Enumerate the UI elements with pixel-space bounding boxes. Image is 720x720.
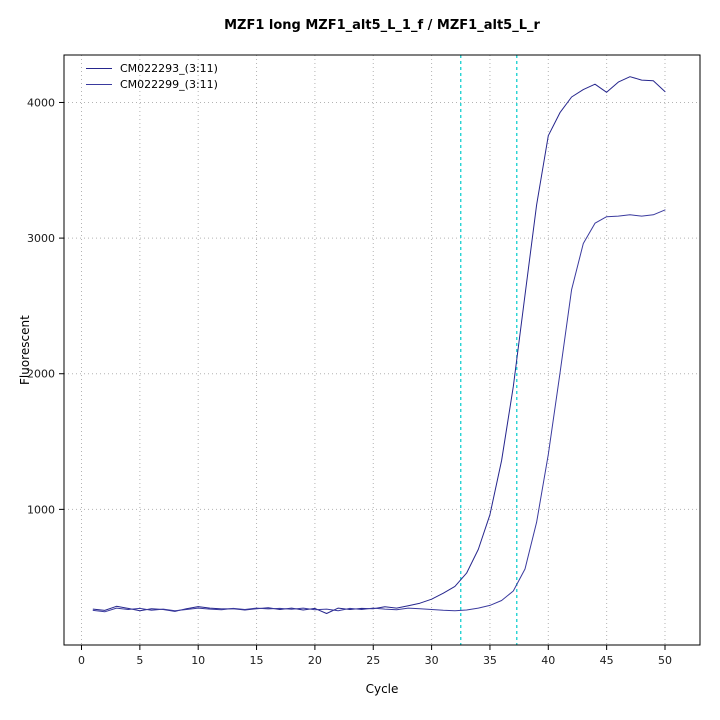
x-tick-label: 40 xyxy=(541,654,555,667)
x-tick-label: 35 xyxy=(483,654,497,667)
legend-label-1: CM022293_(3:11) xyxy=(120,62,218,75)
series-line-1 xyxy=(92,76,666,614)
x-tick-label: 20 xyxy=(308,654,322,667)
legend: CM022293_(3:11) CM022299_(3:11) xyxy=(86,62,218,91)
x-tick-label: 50 xyxy=(658,654,672,667)
y-tick-label: 3000 xyxy=(27,232,55,245)
legend-line-swatch-1 xyxy=(86,68,112,69)
legend-label-2: CM022299_(3:11) xyxy=(120,78,218,91)
x-tick-label: 5 xyxy=(136,654,143,667)
x-tick-label: 45 xyxy=(600,654,614,667)
plot-border xyxy=(63,54,701,646)
y-tick-label: 4000 xyxy=(27,96,55,109)
y-tick-label: 2000 xyxy=(27,368,55,381)
x-tick-label: 15 xyxy=(250,654,264,667)
x-tick-label: 25 xyxy=(366,654,380,667)
legend-line-swatch-2 xyxy=(86,84,112,85)
y-tick-label: 1000 xyxy=(27,503,55,516)
x-axis-label: Cycle xyxy=(365,682,399,696)
x-tick-label: 30 xyxy=(425,654,439,667)
legend-item: CM022293_(3:11) xyxy=(86,62,218,75)
x-tick-label: 0 xyxy=(78,654,85,667)
series-line-2 xyxy=(92,209,666,613)
x-tick-label: 10 xyxy=(191,654,205,667)
legend-item: CM022299_(3:11) xyxy=(86,78,218,91)
chart-title: MZF1 long MZF1_alt5_L_1_f / MZF1_alt5_L_… xyxy=(224,18,540,33)
